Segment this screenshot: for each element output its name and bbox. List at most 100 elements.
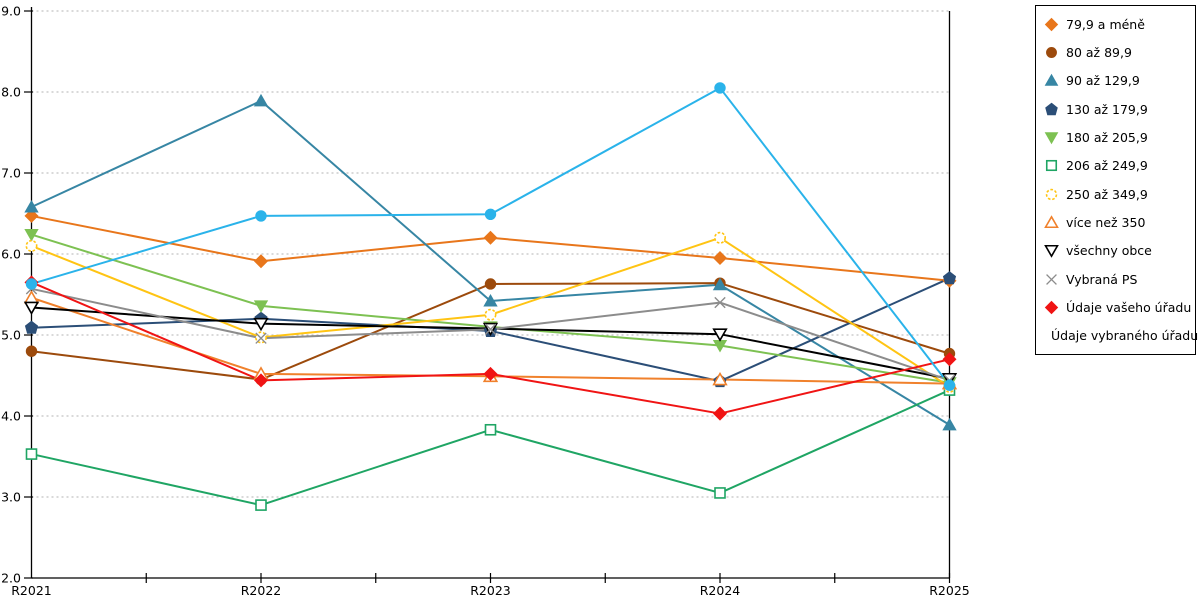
pentagon-marker-icon xyxy=(1045,102,1058,115)
diamond-marker-icon xyxy=(1044,300,1059,315)
legend-item: všechny obce xyxy=(1044,243,1195,258)
y-axis-label: 4.0 xyxy=(1,409,21,424)
legend-item: 206 až 249,9 xyxy=(1044,158,1195,173)
triangle-down-marker-icon xyxy=(1044,132,1059,145)
legend-marker-icon xyxy=(1044,17,1059,31)
legend-label: 180 až 205,9 xyxy=(1066,129,1148,145)
triangle-up-marker-icon xyxy=(253,93,269,107)
square-marker-icon xyxy=(1045,160,1058,172)
diamond-marker-icon xyxy=(942,352,957,367)
legend-item: více než 350 xyxy=(1044,215,1195,230)
circle-marker-icon xyxy=(943,379,956,391)
legend-marker-icon xyxy=(1045,102,1058,115)
legend-marker-icon xyxy=(1044,245,1059,259)
triangle-up-marker-icon xyxy=(1044,215,1059,229)
legend-label: více než 350 xyxy=(1066,214,1146,230)
legend-item: 79,9 a méně xyxy=(1044,17,1195,32)
legend-marker-icon xyxy=(1044,215,1059,229)
circle-marker-icon xyxy=(25,278,38,290)
triangle-up-marker-icon xyxy=(483,293,498,307)
square-marker-icon xyxy=(714,487,726,499)
legend-label: 79,9 a méně xyxy=(1066,16,1145,32)
series-line xyxy=(31,389,950,507)
legend-item: 130 až 179,9 xyxy=(1044,102,1195,117)
x-axis-label: R2023 xyxy=(470,583,511,598)
legend-marker-icon xyxy=(1045,160,1058,172)
legend-label: 206 až 249,9 xyxy=(1066,158,1148,174)
legend-label: 80 až 89,9 xyxy=(1066,44,1132,60)
diamond-marker-icon xyxy=(483,366,498,381)
y-axis-label: 6.0 xyxy=(1,247,21,262)
diamond-marker-icon xyxy=(24,208,39,223)
legend-label: Údaje vašeho úřadu xyxy=(1066,299,1192,315)
square-marker-icon xyxy=(25,448,38,460)
legend-label: 90 až 129,9 xyxy=(1066,73,1140,89)
legend-label: Vybraná PS xyxy=(1066,271,1138,287)
legend-label: 130 až 179,9 xyxy=(1066,101,1148,117)
triangle-down-marker-icon xyxy=(23,301,40,316)
triangle-up-marker-icon xyxy=(942,417,957,431)
triangle-down-marker-icon xyxy=(253,317,269,332)
x-marker-icon xyxy=(1046,273,1057,285)
legend-item: Údaje vybraného úřadu xyxy=(1044,328,1199,344)
diamond-marker-icon xyxy=(483,230,498,245)
square-marker-icon xyxy=(484,423,497,436)
circle-marker-icon xyxy=(25,345,38,357)
series-line xyxy=(31,233,950,384)
series-line xyxy=(31,214,950,282)
triangle-up-marker-icon xyxy=(24,200,39,213)
diamond-marker-icon xyxy=(1044,17,1059,31)
triangle-down-marker-icon xyxy=(712,328,728,342)
diamond-marker-icon xyxy=(712,406,728,421)
circle-dashed-marker-icon xyxy=(1045,188,1058,200)
circle-marker-icon xyxy=(714,82,726,94)
chart-legend: 79,9 a méně 80 až 89,9 90 až 129,9 130 až 1… xyxy=(1035,5,1199,355)
triangle-down-marker-icon xyxy=(24,229,39,242)
x-axis-label: R2024 xyxy=(700,583,741,598)
triangle-down-marker-icon xyxy=(253,300,269,313)
legend-item: 250 až 349,9 xyxy=(1044,187,1195,202)
legend-label: 250 až 349,9 xyxy=(1066,186,1148,202)
pentagon-marker-icon xyxy=(24,320,39,334)
x-axis-label: R2022 xyxy=(241,583,282,598)
y-axis-label: 9.0 xyxy=(1,4,21,19)
diamond-marker-icon xyxy=(253,254,269,269)
diamond-marker-icon xyxy=(712,251,728,266)
triangle-up-marker-icon xyxy=(712,277,728,291)
legend-label: všechny obce xyxy=(1066,243,1152,259)
circle-marker-icon xyxy=(484,208,497,221)
circle-marker-icon xyxy=(1046,47,1057,58)
circle-dashed-marker-icon xyxy=(484,308,497,321)
legend-marker-icon xyxy=(1046,47,1057,58)
y-axis-label: 5.0 xyxy=(1,328,21,343)
legend-marker-icon xyxy=(1044,300,1059,315)
circle-marker-icon xyxy=(484,278,497,290)
y-axis-label: 7.0 xyxy=(1,166,21,181)
legend-marker-icon xyxy=(1045,188,1058,200)
triangle-down-marker-icon xyxy=(1044,245,1059,259)
triangle-up-marker-icon xyxy=(712,371,728,386)
y-axis-label: 8.0 xyxy=(1,85,21,100)
circle-dashed-marker-icon xyxy=(713,231,726,244)
legend-item: Údaje vašeho úřadu xyxy=(1044,300,1195,315)
circle-marker-icon xyxy=(255,210,267,222)
y-axis-label: 3.0 xyxy=(1,490,21,505)
y-axis-label: 2.0 xyxy=(1,571,21,586)
pentagon-marker-icon xyxy=(942,271,957,285)
triangle-up-marker-icon xyxy=(1044,74,1059,87)
x-marker-icon xyxy=(484,323,497,336)
legend-item: 80 až 89,9 xyxy=(1044,45,1195,60)
diamond-marker-icon xyxy=(253,373,269,388)
x-axis-label: R2021 xyxy=(11,583,52,598)
legend-marker-icon xyxy=(1046,273,1057,285)
x-marker-icon xyxy=(714,296,726,309)
legend-item: 90 až 129,9 xyxy=(1044,73,1195,88)
legend-marker-icon xyxy=(1044,132,1059,145)
legend-item: Vybraná PS xyxy=(1044,272,1195,287)
legend-marker-icon xyxy=(1044,74,1059,87)
legend-item: 180 až 205,9 xyxy=(1044,130,1195,145)
legend-label: Údaje vybraného úřadu xyxy=(1051,328,1199,344)
circle-dashed-marker-icon xyxy=(25,239,38,252)
